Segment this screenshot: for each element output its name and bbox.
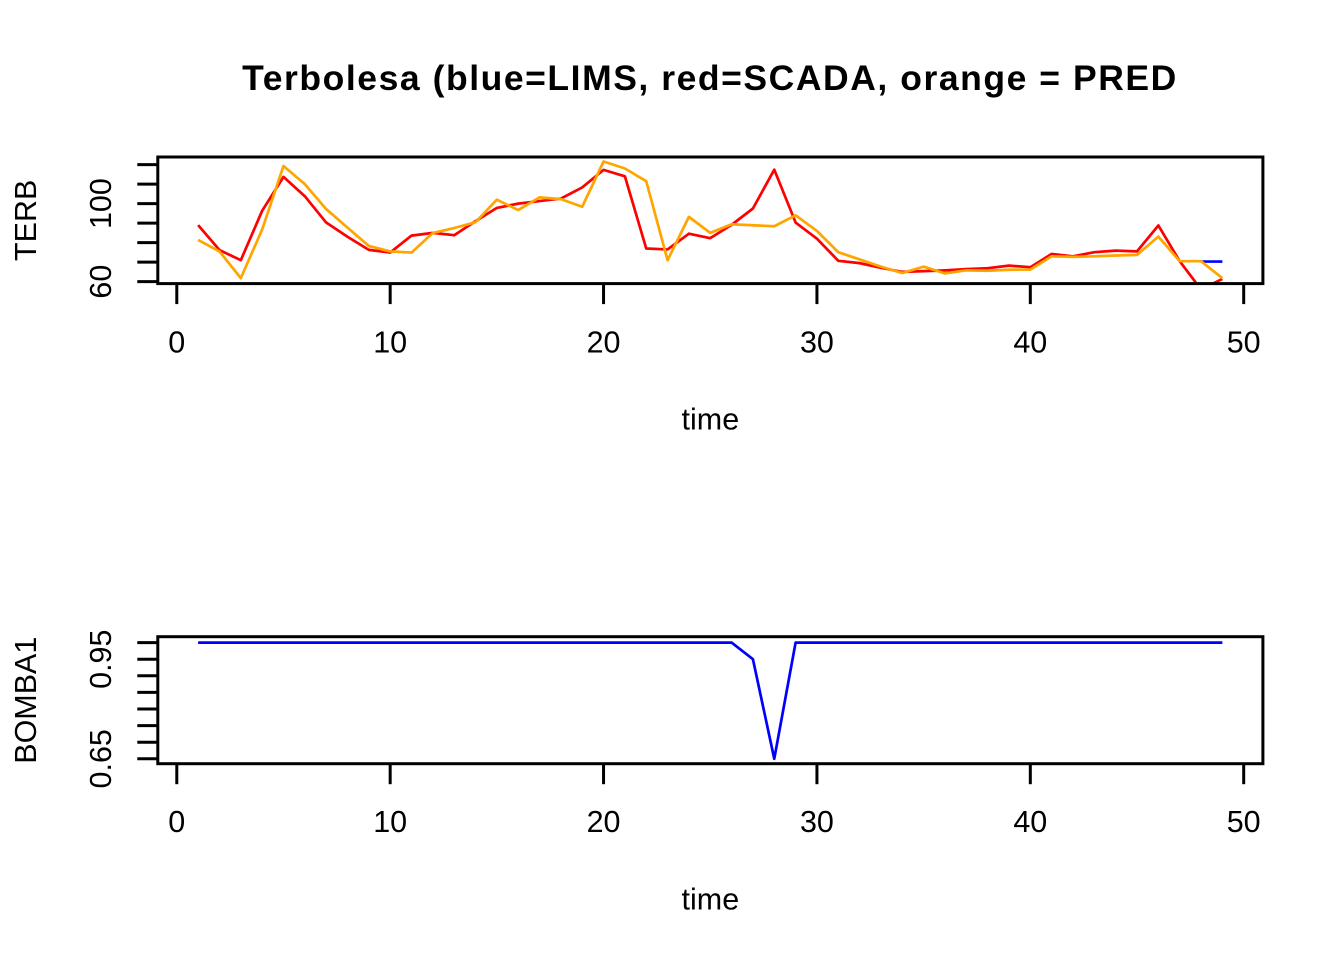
plot-area-terb (197, 160, 1224, 284)
series-line-pred (197, 160, 1224, 280)
x-tick-label: 0 (168, 326, 185, 360)
x-axis-title: time (682, 883, 740, 917)
panel-bomba1: 0 10 20 30 40 50 0.65 0.95 time BOMBA1 (9, 630, 1265, 917)
x-tick-label: 30 (800, 805, 834, 839)
y-axis-title: TERB (9, 180, 43, 261)
x-axis-title: time (682, 403, 740, 437)
y-tick-label: 100 (84, 178, 118, 229)
plot-area-bomba1 (198, 641, 1223, 761)
panel-terb: 0 10 20 30 40 50 60 100 time TERB (9, 155, 1265, 437)
y-tick-label: 0.95 (84, 630, 118, 689)
x-tick-label: 40 (1013, 326, 1047, 360)
series-line-scada (197, 168, 1223, 284)
x-tick-label: 0 (168, 805, 185, 839)
x-tick-label: 30 (800, 326, 834, 360)
x-tick-label: 50 (1227, 805, 1261, 839)
plot-box-bomba1 (156, 635, 1265, 766)
x-tick-label: 50 (1227, 326, 1261, 360)
x-tick-label: 10 (373, 326, 407, 360)
x-tick-label: 20 (587, 326, 621, 360)
y-axis-title: BOMBA1 (9, 637, 43, 764)
series-line-bomba1 (198, 641, 1223, 761)
y-tick-label: 60 (84, 265, 118, 299)
x-tick-label: 20 (587, 805, 621, 839)
y-tick-label: 0.65 (84, 729, 118, 788)
plot-box-terb (156, 155, 1265, 286)
x-tick-label: 10 (373, 805, 407, 839)
x-tick-label: 40 (1013, 805, 1047, 839)
chart-title: Terbolesa (blue=LIMS, red=SCADA, orange … (242, 58, 1178, 98)
